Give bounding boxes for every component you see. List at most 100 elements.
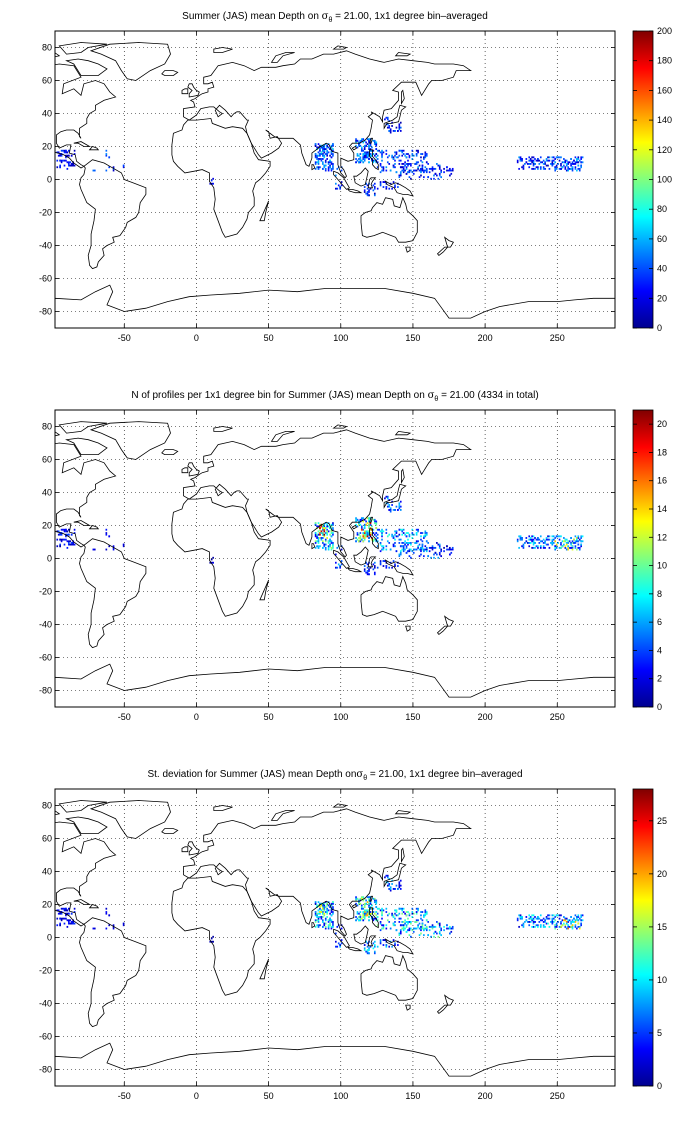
bin-cell <box>381 153 383 155</box>
bin-cell <box>424 154 427 157</box>
bin-cell <box>408 542 411 544</box>
bin-cell <box>322 533 324 536</box>
bin-cell <box>574 924 577 927</box>
bin-cell <box>581 161 584 164</box>
bin-cell <box>564 919 567 922</box>
coastline-path <box>394 430 412 436</box>
bin-cell <box>379 182 382 185</box>
bin-cell <box>363 570 366 572</box>
bin-cell <box>563 158 565 160</box>
bin-cell <box>317 525 320 528</box>
bin-cell <box>401 533 404 536</box>
bin-cell <box>399 538 402 541</box>
bin-cell <box>73 149 76 152</box>
bin-cell <box>392 535 395 538</box>
bin-cell <box>580 156 583 159</box>
bin-cell <box>401 912 404 915</box>
bin-cell <box>571 542 574 544</box>
bin-cell <box>65 159 67 162</box>
bin-cell <box>314 919 317 922</box>
bin-cell <box>574 914 577 917</box>
bin-cell <box>329 161 331 164</box>
bin-cell <box>394 909 396 912</box>
bin-cell <box>92 169 95 172</box>
bin-cell <box>365 151 367 154</box>
bin-cell <box>415 542 418 544</box>
bin-cell <box>410 927 412 930</box>
y-tick-label: -80 <box>39 686 52 696</box>
bin-cell <box>408 921 411 923</box>
bin-cell <box>384 939 386 941</box>
bin-cell <box>398 123 401 126</box>
bin-cell <box>578 546 581 549</box>
bin-cell <box>554 916 557 918</box>
bin-cell <box>402 907 405 910</box>
bin-cell <box>314 533 317 536</box>
bin-cell <box>548 535 551 538</box>
bin-cell <box>371 159 373 162</box>
bin-cell <box>392 130 395 132</box>
bin-cell <box>366 949 369 951</box>
bin-cell <box>63 907 66 910</box>
bin-cell <box>548 156 551 159</box>
bin-cell <box>65 156 67 159</box>
bin-cell <box>317 912 320 915</box>
bin-cell <box>359 139 362 142</box>
bin-cell <box>339 945 341 948</box>
bin-cell <box>567 166 570 169</box>
bin-cell <box>446 927 448 930</box>
bin-cell <box>518 535 520 538</box>
x-tick-label: 250 <box>550 712 565 722</box>
y-tick-label: 60 <box>42 834 52 844</box>
bin-cell <box>319 523 321 526</box>
bin-cell <box>570 163 572 165</box>
bin-cell <box>423 176 425 179</box>
bin-cell <box>60 154 63 157</box>
bin-cell <box>433 174 435 177</box>
bin-cell <box>564 167 567 170</box>
bin-cell <box>573 159 575 162</box>
bin-cell <box>384 497 386 500</box>
bin-cell <box>551 156 554 159</box>
bin-cell <box>56 151 59 154</box>
bin-cell <box>317 909 320 912</box>
bin-cell <box>551 163 554 165</box>
bin-cell <box>555 925 558 928</box>
bin-cell <box>443 167 445 170</box>
bin-cell <box>423 934 425 937</box>
bin-cell <box>369 149 372 152</box>
coastline-path <box>405 625 411 632</box>
colorbar-tick-label: 20 <box>657 869 667 879</box>
bin-cell <box>567 542 570 544</box>
bin-cell <box>428 167 431 170</box>
bin-cell <box>57 151 60 154</box>
bin-cell <box>578 159 581 162</box>
bin-cell <box>539 919 542 922</box>
bin-cell <box>314 153 317 155</box>
coastline-path <box>58 42 108 55</box>
coastlines <box>55 800 615 1086</box>
bin-cell <box>386 884 389 887</box>
bin-cell <box>414 169 417 172</box>
bin-cell <box>399 884 402 887</box>
bin-cell <box>554 924 557 927</box>
bin-cell <box>65 909 67 912</box>
bin-cell <box>407 159 409 162</box>
bin-cell <box>369 911 372 913</box>
bin-cell <box>525 919 528 922</box>
y-tick-label: 80 <box>42 43 52 53</box>
bin-cell <box>420 535 422 538</box>
bin-cell <box>122 924 125 927</box>
bin-cell <box>375 143 378 146</box>
bin-cell <box>408 555 411 558</box>
bin-cell <box>576 538 578 541</box>
bin-cell <box>332 528 334 531</box>
bin-cell <box>323 904 326 907</box>
bin-cell <box>408 154 411 157</box>
bin-cell <box>368 947 370 950</box>
bin-cell <box>551 535 554 538</box>
bin-cell <box>373 899 376 902</box>
bin-cell <box>317 901 320 904</box>
bin-cell <box>375 899 378 902</box>
bin-cell <box>319 144 321 147</box>
